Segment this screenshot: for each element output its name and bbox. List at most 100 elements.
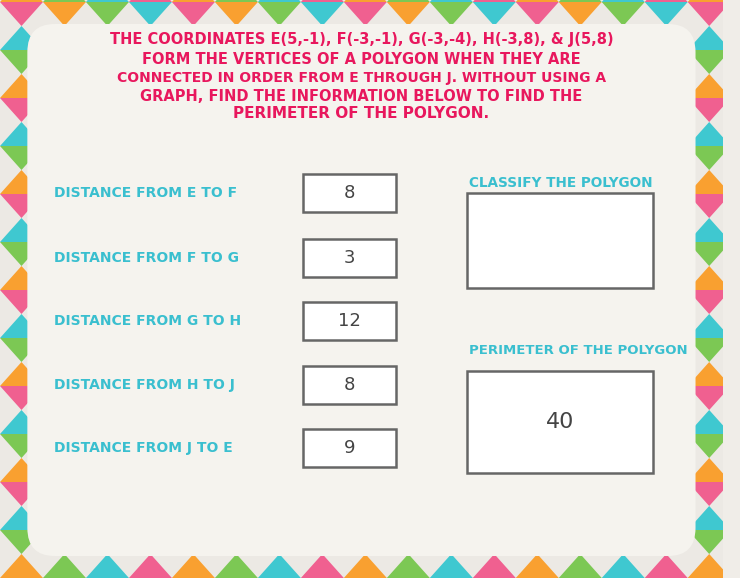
Polygon shape bbox=[602, 74, 645, 98]
Polygon shape bbox=[215, 530, 258, 554]
Polygon shape bbox=[645, 194, 687, 218]
Polygon shape bbox=[301, 314, 344, 338]
Polygon shape bbox=[43, 482, 86, 506]
Polygon shape bbox=[645, 218, 687, 242]
Polygon shape bbox=[473, 194, 516, 218]
Polygon shape bbox=[129, 194, 172, 218]
Polygon shape bbox=[559, 410, 602, 434]
Polygon shape bbox=[430, 314, 473, 338]
Polygon shape bbox=[258, 434, 301, 458]
Polygon shape bbox=[344, 458, 387, 482]
Polygon shape bbox=[344, 482, 387, 506]
Polygon shape bbox=[0, 0, 43, 2]
Text: 8: 8 bbox=[343, 376, 355, 394]
Polygon shape bbox=[301, 242, 344, 266]
Polygon shape bbox=[430, 290, 473, 314]
Polygon shape bbox=[344, 50, 387, 74]
Polygon shape bbox=[43, 554, 86, 578]
Polygon shape bbox=[645, 170, 687, 194]
Polygon shape bbox=[86, 530, 129, 554]
Polygon shape bbox=[0, 218, 43, 242]
Polygon shape bbox=[215, 410, 258, 434]
Polygon shape bbox=[559, 434, 602, 458]
Polygon shape bbox=[473, 530, 516, 554]
Polygon shape bbox=[687, 0, 730, 2]
Polygon shape bbox=[129, 314, 172, 338]
Polygon shape bbox=[473, 0, 516, 2]
Polygon shape bbox=[129, 242, 172, 266]
Polygon shape bbox=[172, 242, 215, 266]
Polygon shape bbox=[301, 2, 344, 26]
Polygon shape bbox=[430, 338, 473, 362]
Polygon shape bbox=[43, 0, 86, 2]
Polygon shape bbox=[258, 0, 301, 2]
Polygon shape bbox=[645, 386, 687, 410]
Polygon shape bbox=[645, 458, 687, 482]
Polygon shape bbox=[473, 98, 516, 122]
Polygon shape bbox=[43, 98, 86, 122]
Polygon shape bbox=[387, 554, 430, 578]
Text: THE COORDINATES E(5,-1), F(-3,-1), G(-3,-4), H(-3,8), & J(5,8): THE COORDINATES E(5,-1), F(-3,-1), G(-3,… bbox=[110, 32, 613, 47]
Polygon shape bbox=[430, 122, 473, 146]
Polygon shape bbox=[387, 194, 430, 218]
Polygon shape bbox=[730, 0, 740, 2]
Polygon shape bbox=[602, 26, 645, 50]
Polygon shape bbox=[730, 458, 740, 482]
Polygon shape bbox=[687, 506, 730, 530]
Polygon shape bbox=[559, 0, 602, 2]
Polygon shape bbox=[129, 386, 172, 410]
Polygon shape bbox=[0, 458, 43, 482]
Polygon shape bbox=[516, 362, 559, 386]
Polygon shape bbox=[730, 338, 740, 362]
Polygon shape bbox=[730, 482, 740, 506]
Polygon shape bbox=[172, 74, 215, 98]
Polygon shape bbox=[473, 74, 516, 98]
Polygon shape bbox=[172, 410, 215, 434]
Polygon shape bbox=[258, 506, 301, 530]
Polygon shape bbox=[559, 338, 602, 362]
Polygon shape bbox=[344, 338, 387, 362]
Polygon shape bbox=[344, 26, 387, 50]
Bar bbox=[303, 429, 396, 467]
Polygon shape bbox=[0, 410, 43, 434]
Polygon shape bbox=[645, 338, 687, 362]
Polygon shape bbox=[301, 434, 344, 458]
Polygon shape bbox=[344, 242, 387, 266]
Polygon shape bbox=[730, 242, 740, 266]
Polygon shape bbox=[172, 2, 215, 26]
Polygon shape bbox=[43, 2, 86, 26]
Bar bbox=[467, 193, 653, 288]
Polygon shape bbox=[645, 2, 687, 26]
Polygon shape bbox=[344, 410, 387, 434]
Polygon shape bbox=[645, 482, 687, 506]
Polygon shape bbox=[473, 314, 516, 338]
Polygon shape bbox=[473, 170, 516, 194]
Polygon shape bbox=[43, 122, 86, 146]
Polygon shape bbox=[129, 362, 172, 386]
Polygon shape bbox=[215, 482, 258, 506]
Polygon shape bbox=[559, 2, 602, 26]
Polygon shape bbox=[129, 266, 172, 290]
Polygon shape bbox=[430, 530, 473, 554]
Polygon shape bbox=[473, 2, 516, 26]
Polygon shape bbox=[387, 50, 430, 74]
Polygon shape bbox=[516, 50, 559, 74]
Polygon shape bbox=[344, 530, 387, 554]
Polygon shape bbox=[344, 506, 387, 530]
Polygon shape bbox=[43, 506, 86, 530]
Polygon shape bbox=[43, 74, 86, 98]
Polygon shape bbox=[86, 242, 129, 266]
Polygon shape bbox=[172, 530, 215, 554]
Polygon shape bbox=[687, 218, 730, 242]
Polygon shape bbox=[258, 314, 301, 338]
Polygon shape bbox=[129, 338, 172, 362]
Polygon shape bbox=[0, 506, 43, 530]
Polygon shape bbox=[516, 266, 559, 290]
Polygon shape bbox=[473, 218, 516, 242]
Polygon shape bbox=[172, 146, 215, 170]
Polygon shape bbox=[602, 506, 645, 530]
Polygon shape bbox=[129, 50, 172, 74]
Polygon shape bbox=[86, 146, 129, 170]
Polygon shape bbox=[687, 530, 730, 554]
Polygon shape bbox=[430, 26, 473, 50]
